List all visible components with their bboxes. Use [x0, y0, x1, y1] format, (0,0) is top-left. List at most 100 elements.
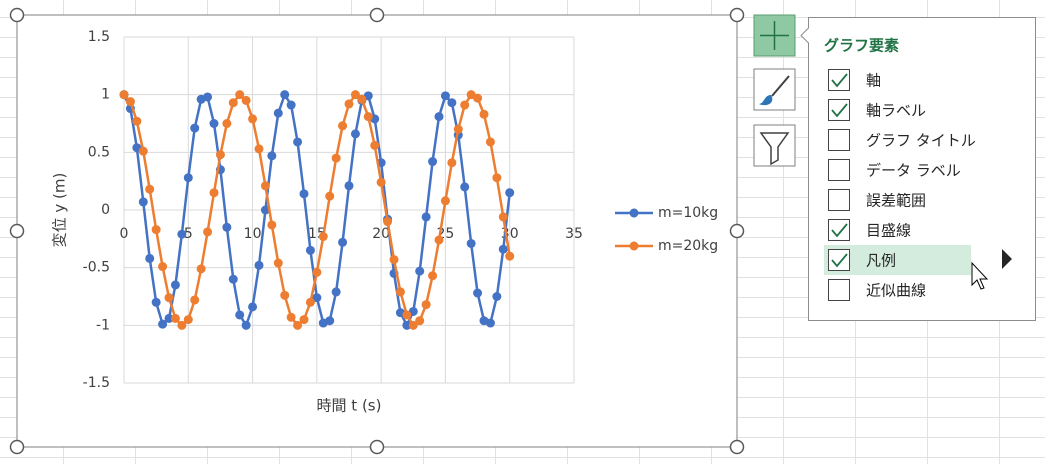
data-point: [318, 232, 328, 242]
legend-marker: [629, 208, 639, 218]
item-label[interactable]: データ ラベル: [866, 162, 961, 180]
item-label[interactable]: 目盛線: [866, 222, 911, 240]
data-point: [357, 94, 367, 104]
filter-icon: [759, 132, 790, 166]
data-point: [447, 158, 457, 168]
data-point: [190, 295, 200, 305]
data-point: [170, 280, 180, 290]
data-point: [222, 119, 232, 128]
data-point: [466, 238, 476, 248]
y-tick-label: -1: [96, 317, 110, 333]
item-label[interactable]: 誤差範囲: [866, 192, 926, 210]
data-point: [344, 99, 354, 109]
data-point: [350, 129, 360, 139]
data-point: [196, 264, 206, 274]
chart-area[interactable]: [16, 14, 738, 448]
checkbox[interactable]: [828, 129, 850, 151]
data-point: [421, 300, 431, 310]
x-tick-label: 20: [372, 226, 390, 242]
item-label[interactable]: 近似曲線: [866, 282, 926, 300]
data-point: [338, 121, 348, 131]
data-point: [434, 235, 444, 245]
data-point: [440, 196, 450, 206]
checkmark: [831, 253, 848, 268]
data-point: [370, 140, 380, 150]
data-point: [389, 255, 399, 265]
data-point: [402, 310, 412, 320]
data-point: [293, 320, 303, 330]
data-point: [350, 90, 360, 100]
data-point: [293, 137, 303, 147]
data-point: [190, 123, 200, 133]
y-tick-label: -0.5: [83, 260, 110, 276]
y-tick-label: 0: [101, 202, 110, 218]
plus-icon: [760, 21, 789, 50]
data-point: [125, 97, 135, 107]
data-point: [209, 188, 219, 198]
legend-label[interactable]: m=10kg: [658, 205, 718, 221]
data-point: [267, 220, 277, 230]
checkbox[interactable]: [828, 219, 850, 241]
data-point: [222, 222, 232, 232]
data-point: [325, 316, 335, 326]
data-point: [203, 92, 213, 102]
data-point: [498, 244, 508, 254]
data-point: [473, 288, 483, 298]
data-point: [453, 124, 463, 134]
data-point: [241, 95, 251, 105]
checkbox[interactable]: [828, 249, 850, 271]
data-point: [145, 184, 155, 194]
checkmark: [831, 73, 848, 88]
checkbox[interactable]: [828, 279, 850, 301]
data-point: [280, 290, 290, 300]
data-point: [151, 225, 161, 235]
checkbox[interactable]: [828, 159, 850, 181]
data-point: [498, 212, 508, 222]
data-point: [415, 316, 425, 326]
checkbox[interactable]: [828, 69, 850, 91]
data-point: [273, 108, 283, 118]
chart-filters-button[interactable]: [753, 124, 796, 167]
data-point: [138, 197, 148, 207]
y-tick-label: 1.5: [88, 29, 110, 45]
checkbox[interactable]: [828, 99, 850, 121]
data-point: [305, 245, 315, 255]
data-point: [428, 157, 438, 167]
data-point: [428, 271, 438, 281]
y-tick-label: -1.5: [83, 375, 110, 391]
brush-tip: [759, 95, 773, 106]
data-point: [145, 253, 155, 263]
checkmark: [831, 103, 848, 118]
x-tick-label: 5: [184, 226, 193, 242]
data-point: [170, 313, 180, 323]
item-label[interactable]: 軸: [866, 72, 881, 90]
data-point: [492, 292, 502, 301]
checkmark: [831, 223, 848, 238]
data-point: [260, 205, 270, 215]
submenu-arrow[interactable]: [1002, 249, 1012, 269]
item-label[interactable]: グラフ タイトル: [866, 132, 976, 150]
data-point: [158, 262, 168, 272]
data-point: [331, 287, 341, 297]
data-point: [312, 293, 322, 303]
data-point: [376, 177, 386, 187]
item-label[interactable]: 軸ラベル: [866, 102, 926, 120]
data-point: [447, 98, 457, 108]
item-label[interactable]: 凡例: [866, 252, 896, 270]
data-point: [119, 90, 129, 100]
selection-handles: [9, 7, 745, 455]
data-point: [248, 114, 258, 124]
data-point: [183, 173, 193, 183]
data-point: [299, 315, 309, 325]
chart-buttons: [753, 14, 796, 167]
data-point: [235, 310, 245, 320]
x-tick-label: 10: [244, 226, 262, 242]
data-point: [177, 229, 187, 239]
checkbox[interactable]: [828, 189, 850, 211]
y-tick-label: 1: [101, 87, 110, 103]
data-point: [473, 93, 483, 103]
legend-label[interactable]: m=20kg: [658, 238, 718, 254]
